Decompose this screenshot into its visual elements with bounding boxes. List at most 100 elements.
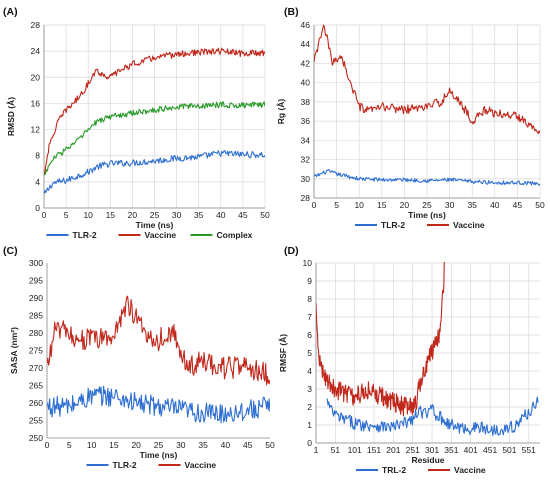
y-tick-label: 265: [29, 381, 43, 391]
x-tick-label: 45: [513, 200, 523, 210]
y-tick-label: 12: [31, 125, 41, 135]
x-tick-label: 25: [422, 200, 432, 210]
panel-2: (C) 250 255 260 265 270 275 280 285 290 295 300 0 5 10…: [3, 245, 275, 470]
x-tick-label: 551: [522, 445, 536, 455]
y-tick-label: 36: [301, 116, 311, 126]
x-tick-label: 201: [386, 445, 400, 455]
y-axis-title: RMSF (Å): [278, 334, 288, 372]
series-group: [316, 262, 539, 437]
series-line-vaccine: [47, 295, 270, 386]
x-tick-label: 10: [83, 210, 93, 220]
series-line-vaccine: [44, 47, 265, 175]
y-tick-label: 0: [307, 438, 312, 448]
y-tick-label: 20: [31, 72, 41, 82]
y-tick-label: 40: [301, 78, 311, 88]
x-axis-title: Time (ns): [140, 450, 178, 460]
y-tick-label: 2: [307, 402, 312, 412]
legend-label: TRL-2: [382, 465, 406, 475]
panel-0: (A) 0 4 8 12 16 20 24 28 0 5 10 15 20 25 30 35 40 45 50 Time…: [3, 6, 270, 240]
y-tick-label: 16: [31, 98, 41, 108]
panel-label: (D): [284, 245, 299, 257]
x-tick-label: 10: [354, 200, 364, 210]
x-tick-label: 25: [154, 440, 164, 450]
x-tick-label: 301: [425, 445, 439, 455]
series-line-trl-2: [326, 396, 539, 437]
y-axis-title: Rg (Å): [276, 99, 286, 125]
x-tick-label: 20: [131, 440, 141, 450]
y-tick-label: 7: [307, 312, 312, 322]
panel-label: (C): [3, 245, 18, 257]
y-tick-label: 300: [29, 258, 43, 268]
x-tick-label: 501: [502, 445, 516, 455]
panel-1: (B) 28 30 32 34 36 38 40 42 44 46 0 5 10 15 20 25 30 35 40 4…: [276, 6, 545, 230]
y-tick-label: 42: [301, 58, 311, 68]
y-tick-label: 285: [29, 311, 43, 321]
x-tick-label: 30: [445, 200, 455, 210]
series-line-tlr-2: [44, 150, 265, 195]
x-tick-label: 451: [483, 445, 497, 455]
x-axis-title: Residue: [411, 455, 444, 465]
x-tick-label: 50: [265, 440, 275, 450]
y-tick-label: 46: [301, 20, 311, 30]
x-tick-label: 151: [367, 445, 381, 455]
series-line-tlr-2: [314, 169, 540, 186]
y-tick-label: 270: [29, 363, 43, 373]
x-tick-label: 15: [106, 210, 116, 220]
legend-label: TLR-2: [113, 460, 137, 470]
x-tick-label: 251: [406, 445, 420, 455]
y-tick-label: 30: [301, 174, 311, 184]
series-line-vaccine: [316, 262, 445, 417]
x-tick-label: 50: [535, 200, 545, 210]
y-tick-label: 3: [307, 384, 312, 394]
x-tick-label: 15: [109, 440, 119, 450]
y-tick-label: 8: [35, 151, 40, 161]
y-tick-label: 0: [35, 203, 40, 213]
x-tick-label: 20: [400, 200, 410, 210]
series-group: [44, 47, 265, 195]
x-tick-label: 45: [238, 210, 248, 220]
legend-label: Vaccine: [454, 465, 486, 475]
x-tick-label: 40: [221, 440, 231, 450]
y-tick-label: 44: [301, 39, 311, 49]
x-tick-label: 20: [128, 210, 138, 220]
x-tick-label: 35: [194, 210, 204, 220]
series-line-vaccine: [314, 24, 540, 134]
y-tick-label: 28: [301, 193, 311, 203]
y-tick-label: 280: [29, 328, 43, 338]
legend-label: Vaccine: [145, 230, 177, 240]
x-tick-label: 45: [243, 440, 253, 450]
y-tick-label: 6: [307, 330, 312, 340]
x-tick-label: 0: [312, 200, 317, 210]
y-tick-label: 295: [29, 276, 43, 286]
y-tick-label: 38: [301, 97, 311, 107]
y-tick-label: 275: [29, 346, 43, 356]
y-axis-title: SASA (nm²): [9, 327, 19, 374]
y-tick-label: 4: [307, 366, 312, 376]
x-tick-label: 0: [42, 210, 47, 220]
y-tick-label: 10: [303, 258, 313, 268]
legend-label: TLR-2: [381, 220, 405, 230]
x-tick-label: 351: [444, 445, 458, 455]
x-tick-label: 5: [334, 200, 339, 210]
legend-label: Vaccine: [185, 460, 217, 470]
x-tick-label: 35: [467, 200, 477, 210]
x-tick-label: 30: [176, 440, 186, 450]
y-tick-label: 32: [301, 155, 311, 165]
panel-label: (B): [284, 6, 299, 18]
x-tick-label: 10: [87, 440, 97, 450]
x-tick-label: 15: [377, 200, 387, 210]
legend-label: Vaccine: [453, 220, 485, 230]
x-tick-label: 0: [45, 440, 50, 450]
x-tick-label: 5: [67, 440, 72, 450]
series-line-tlr-2: [47, 385, 270, 424]
legend-label: Complex: [217, 230, 253, 240]
x-tick-label: 40: [216, 210, 226, 220]
x-tick-label: 30: [172, 210, 182, 220]
x-tick-label: 51: [331, 445, 341, 455]
y-axis-title: RMSD (Å): [6, 97, 16, 136]
x-tick-label: 1: [314, 445, 319, 455]
y-tick-label: 24: [31, 46, 41, 56]
x-tick-label: 40: [490, 200, 500, 210]
